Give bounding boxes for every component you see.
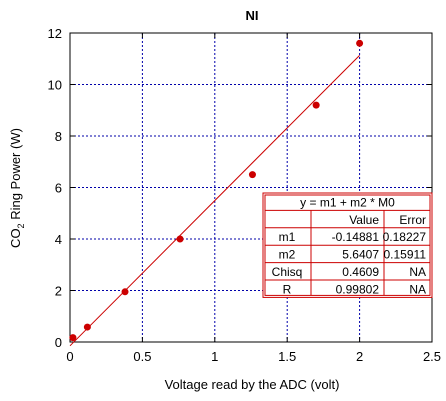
y-tick-label: 8 (55, 129, 62, 144)
y-tick-label: 12 (48, 26, 62, 41)
fit-equation: y = m1 + m2 * M0 (300, 195, 395, 209)
x-tick-label: 1 (211, 349, 218, 364)
data-point (356, 39, 364, 47)
fit-table-param: Chisq (272, 265, 303, 279)
y-tick-label: 10 (48, 78, 62, 93)
data-point (83, 323, 91, 331)
fit-table-value: 0.4609 (342, 265, 379, 279)
fit-table-error: NA (409, 265, 426, 279)
fit-line-group (69, 54, 360, 347)
fit-table-param: m2 (279, 248, 296, 262)
x-tick-label: 2.5 (423, 349, 441, 364)
x-tick-labels: 0 0.5 1 1.5 2 2.5 (66, 349, 441, 364)
y-tick-labels: 0 2 4 6 8 10 12 (48, 26, 62, 350)
fit-line (69, 54, 360, 347)
x-tick-label: 0 (66, 349, 73, 364)
data-point (69, 334, 77, 342)
chart-title: NI (246, 8, 259, 23)
fit-table-value: 5.6407 (342, 248, 379, 262)
data-point (312, 101, 320, 109)
x-axis-label: Voltage read by the ADC (volt) (165, 377, 340, 392)
fit-table-value: 0.99802 (336, 282, 380, 296)
y-tick-label: 4 (55, 232, 62, 247)
data-point (248, 171, 256, 179)
fit-table-header-value: Value (349, 213, 379, 227)
x-tick-label: 2 (356, 349, 363, 364)
fit-table-param: R (283, 282, 292, 296)
fit-table-param: m1 (279, 230, 296, 244)
data-point (121, 288, 129, 296)
y-axis-label-main: CO (8, 228, 23, 248)
points-group (69, 39, 364, 342)
x-tick-label: 1.5 (278, 349, 296, 364)
fit-table-header-error: Error (399, 213, 426, 227)
y-axis-label-rest: Ring Power (W) (8, 128, 23, 223)
fit-table-value: -0.14881 (332, 230, 380, 244)
fit-table-error: 0.18227 (383, 230, 427, 244)
fit-table: y = m1 + m2 * M0 Value Error m1 -0.14881 0.18… (262, 192, 433, 298)
fit-table-error: NA (409, 282, 426, 296)
fit-table-error: 0.15911 (384, 248, 427, 262)
y-axis-label-subscript: 2 (16, 223, 26, 228)
x-tick-label: 0.5 (133, 349, 151, 364)
y-axis-label: CO2 Ring Power (W) (8, 128, 26, 248)
y-tick-label: 2 (55, 284, 62, 299)
y-tick-label: 6 (55, 181, 62, 196)
y-tick-label: 0 (55, 335, 62, 350)
data-point (176, 235, 184, 243)
